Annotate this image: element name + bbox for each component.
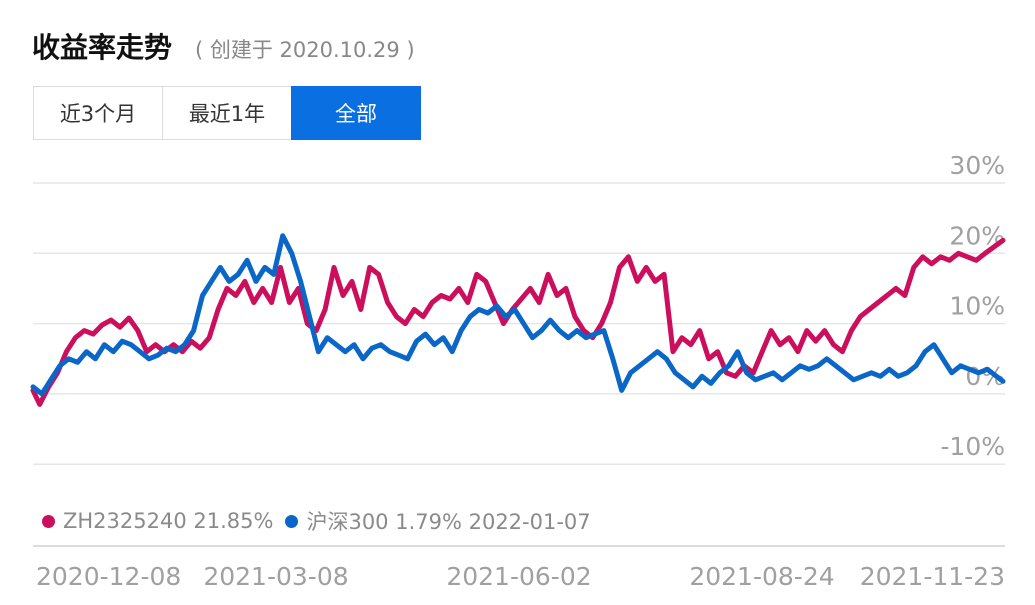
x-tick-label: 2021-11-23 [860,562,1005,591]
chart-legend: ZH2325240 21.85% 沪深300 1.79% 2022-01-07 [42,506,603,536]
y-tick-label: -10% [940,432,1005,461]
x-tick-label: 2021-08-24 [689,562,834,591]
x-tick-label: 2021-03-08 [203,562,348,591]
x-tick-label: 2020-12-08 [36,562,181,591]
tab-all[interactable]: 全部 [291,86,421,140]
csi300-series-line [30,233,1006,397]
legend-csi300-label: 沪深300 1.79% 2022-01-07 [306,510,591,534]
tab-3-months[interactable]: 近3个月 [33,86,163,140]
legend-item-portfolio: ZH2325240 21.85% [42,509,273,533]
tab-1-year[interactable]: 最近1年 [162,86,292,140]
portfolio-dot-icon [42,514,55,528]
legend-item-csi300: 沪深300 1.79% 2022-01-07 [285,506,591,536]
legend-portfolio-label: ZH2325240 21.85% [63,509,274,533]
csi300-dot-icon [285,514,299,528]
y-tick-label: 30% [949,151,1005,180]
x-tick-label: 2021-06-02 [446,562,591,591]
range-tabs: 近3个月 最近1年 全部 [33,86,421,140]
y-tick-label: 10% [949,292,1005,321]
page-title: 收益率走势 [32,31,173,64]
created-date-subtitle: ( 创建于 2020.10.29 ) [195,38,415,62]
